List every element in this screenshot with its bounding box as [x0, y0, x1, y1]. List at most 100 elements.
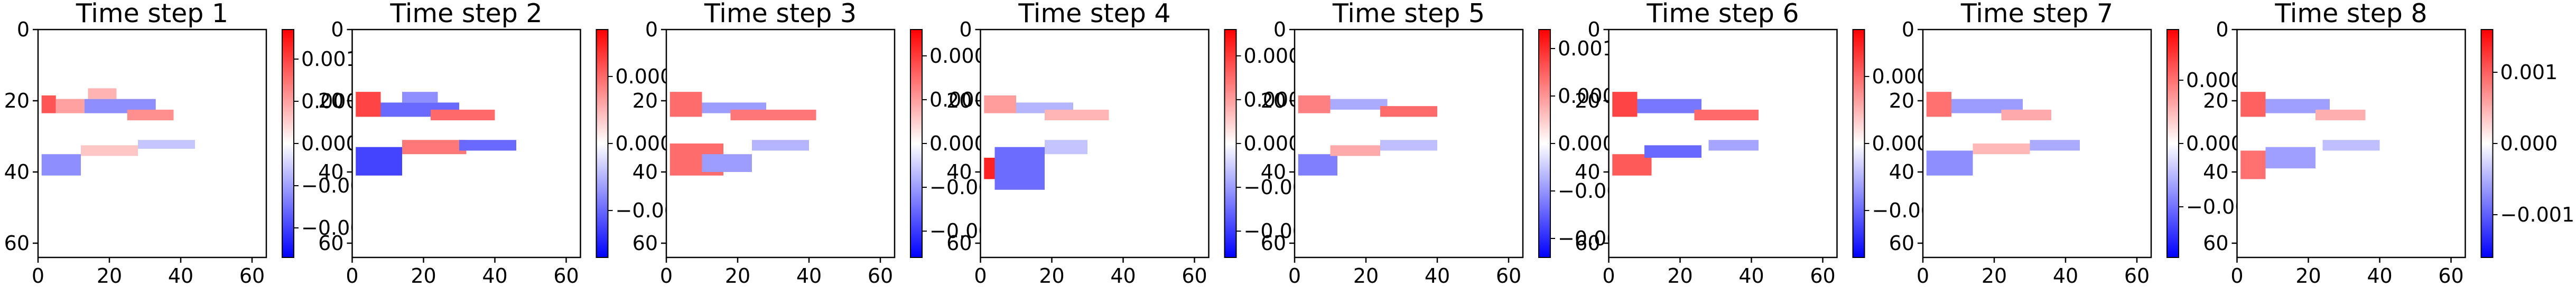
y-tick-label: 40	[633, 160, 658, 184]
x-tick-label: 0	[346, 264, 358, 288]
colorbar-gradient	[1225, 30, 1236, 257]
x-tick-label: 40	[1738, 264, 1764, 288]
heatmap-blob	[2323, 140, 2380, 150]
x-tick-label: 60	[868, 264, 893, 288]
y-tick-label: 0	[2216, 18, 2228, 41]
heatmap-blob	[670, 92, 702, 117]
y-tick-label: 60	[318, 232, 343, 255]
heatmap-blob	[431, 110, 495, 120]
y-tick-label: 60	[4, 232, 30, 255]
heatmap-blob	[1638, 99, 1702, 113]
heatmap-blob	[1973, 143, 2030, 154]
heatmap-blob	[1709, 140, 1759, 150]
x-tick-label: 40	[1110, 264, 1136, 288]
y-tick-label: 20	[1261, 89, 1286, 112]
heatmap-blob	[1331, 145, 1381, 156]
heatmap-blob	[1380, 140, 1437, 150]
x-tick-label: 40	[1425, 264, 1450, 288]
heatmap-blob	[88, 88, 117, 99]
y-tick-label: 60	[946, 232, 972, 255]
x-tick-label: 60	[553, 264, 579, 288]
heatmap-blob	[1927, 151, 1973, 176]
x-tick-label: 20	[1039, 264, 1064, 288]
heatmap-blob	[2266, 147, 2316, 169]
colorbar-tick-label: 0.000	[2500, 132, 2558, 155]
heatmap-blob	[42, 95, 56, 113]
heatmap-blob	[731, 110, 816, 120]
heatmap-blob	[1331, 99, 1388, 110]
heatmap-blob	[356, 92, 380, 117]
x-tick-label: 20	[2295, 264, 2321, 288]
panel-title: Time step 5	[1332, 0, 1485, 28]
heatmap-blob	[1927, 92, 1951, 117]
y-tick-label: 40	[2203, 160, 2228, 184]
x-tick-label: 20	[97, 264, 122, 288]
panel-8: Time step 80 20 40 6002040600.0010.000−0.00…	[2203, 0, 2574, 288]
y-tick-label: 20	[318, 89, 343, 112]
x-tick-label: 0	[1288, 264, 1301, 288]
y-tick-label: 40	[1575, 160, 1600, 184]
colorbar-gradient	[2167, 30, 2179, 257]
colorbar-gradient	[1853, 30, 1865, 257]
heatmap-blob	[2240, 92, 2265, 117]
x-tick-label: 60	[1810, 264, 1835, 288]
panel-title: Time step 4	[1018, 0, 1170, 28]
x-tick-label: 40	[2053, 264, 2078, 288]
panel-title: Time step 7	[1960, 0, 2113, 28]
y-tick-label: 0	[959, 18, 972, 41]
heatmap-blob	[402, 92, 438, 102]
x-tick-label: 0	[1917, 264, 1929, 288]
heatmap-blob	[402, 140, 467, 154]
heatmap-blob	[1644, 145, 1701, 158]
heatmap-blob	[1298, 154, 1337, 176]
colorbar: 0.001 0.000 −0.001	[2481, 30, 2575, 257]
heatmap-blob	[1612, 92, 1637, 117]
y-tick-label: 20	[4, 89, 30, 112]
y-tick-label: 60	[1889, 232, 1914, 255]
x-tick-label: 40	[2367, 264, 2392, 288]
y-tick-label: 0	[331, 18, 343, 41]
x-tick-label: 20	[1982, 264, 2007, 288]
x-tick-label: 40	[168, 264, 193, 288]
panel-title: Time step 3	[704, 0, 857, 28]
y-tick-label: 0	[1273, 18, 1286, 41]
heatmap-blob	[459, 140, 516, 150]
heatmap-blob	[1380, 106, 1437, 117]
heatmap-blob	[1298, 95, 1331, 113]
heatmap-blob	[127, 110, 174, 120]
x-tick-label: 40	[482, 264, 507, 288]
y-tick-label: 0	[17, 18, 30, 41]
heatmap-blob	[752, 140, 809, 150]
x-tick-label: 60	[1496, 264, 1521, 288]
y-tick-label: 40	[4, 160, 30, 184]
x-tick-label: 0	[32, 264, 44, 288]
y-tick-label: 60	[2203, 232, 2228, 255]
x-tick-label: 20	[1667, 264, 1692, 288]
heatmap-blob	[984, 95, 1016, 113]
y-tick-label: 20	[1575, 89, 1600, 112]
colorbar-gradient	[910, 30, 922, 257]
heatmap-blob	[42, 154, 81, 176]
x-tick-label: 0	[660, 264, 673, 288]
x-tick-label: 0	[1602, 264, 1615, 288]
panel-title: Time step 2	[389, 0, 542, 28]
panel-title: Time step 1	[76, 0, 228, 28]
y-tick-label: 40	[318, 160, 343, 184]
x-tick-label: 20	[411, 264, 436, 288]
heatmap-blob	[1045, 140, 1087, 154]
y-tick-label: 20	[946, 89, 972, 112]
y-tick-label: 40	[946, 160, 972, 184]
colorbar-tick-label: −0.001	[2500, 203, 2575, 226]
x-tick-label: 60	[2124, 264, 2150, 288]
y-tick-label: 40	[1889, 160, 1914, 184]
panel-title: Time step 6	[1646, 0, 1799, 28]
y-tick-label: 20	[633, 89, 658, 112]
colorbar-gradient	[2481, 30, 2493, 257]
y-tick-label: 20	[2203, 89, 2228, 112]
heatmap-blob	[138, 140, 195, 149]
heatmap-blob	[356, 147, 402, 176]
y-tick-label: 0	[1587, 18, 1600, 41]
y-tick-label: 60	[633, 232, 658, 255]
heatmap-blob	[56, 99, 85, 113]
